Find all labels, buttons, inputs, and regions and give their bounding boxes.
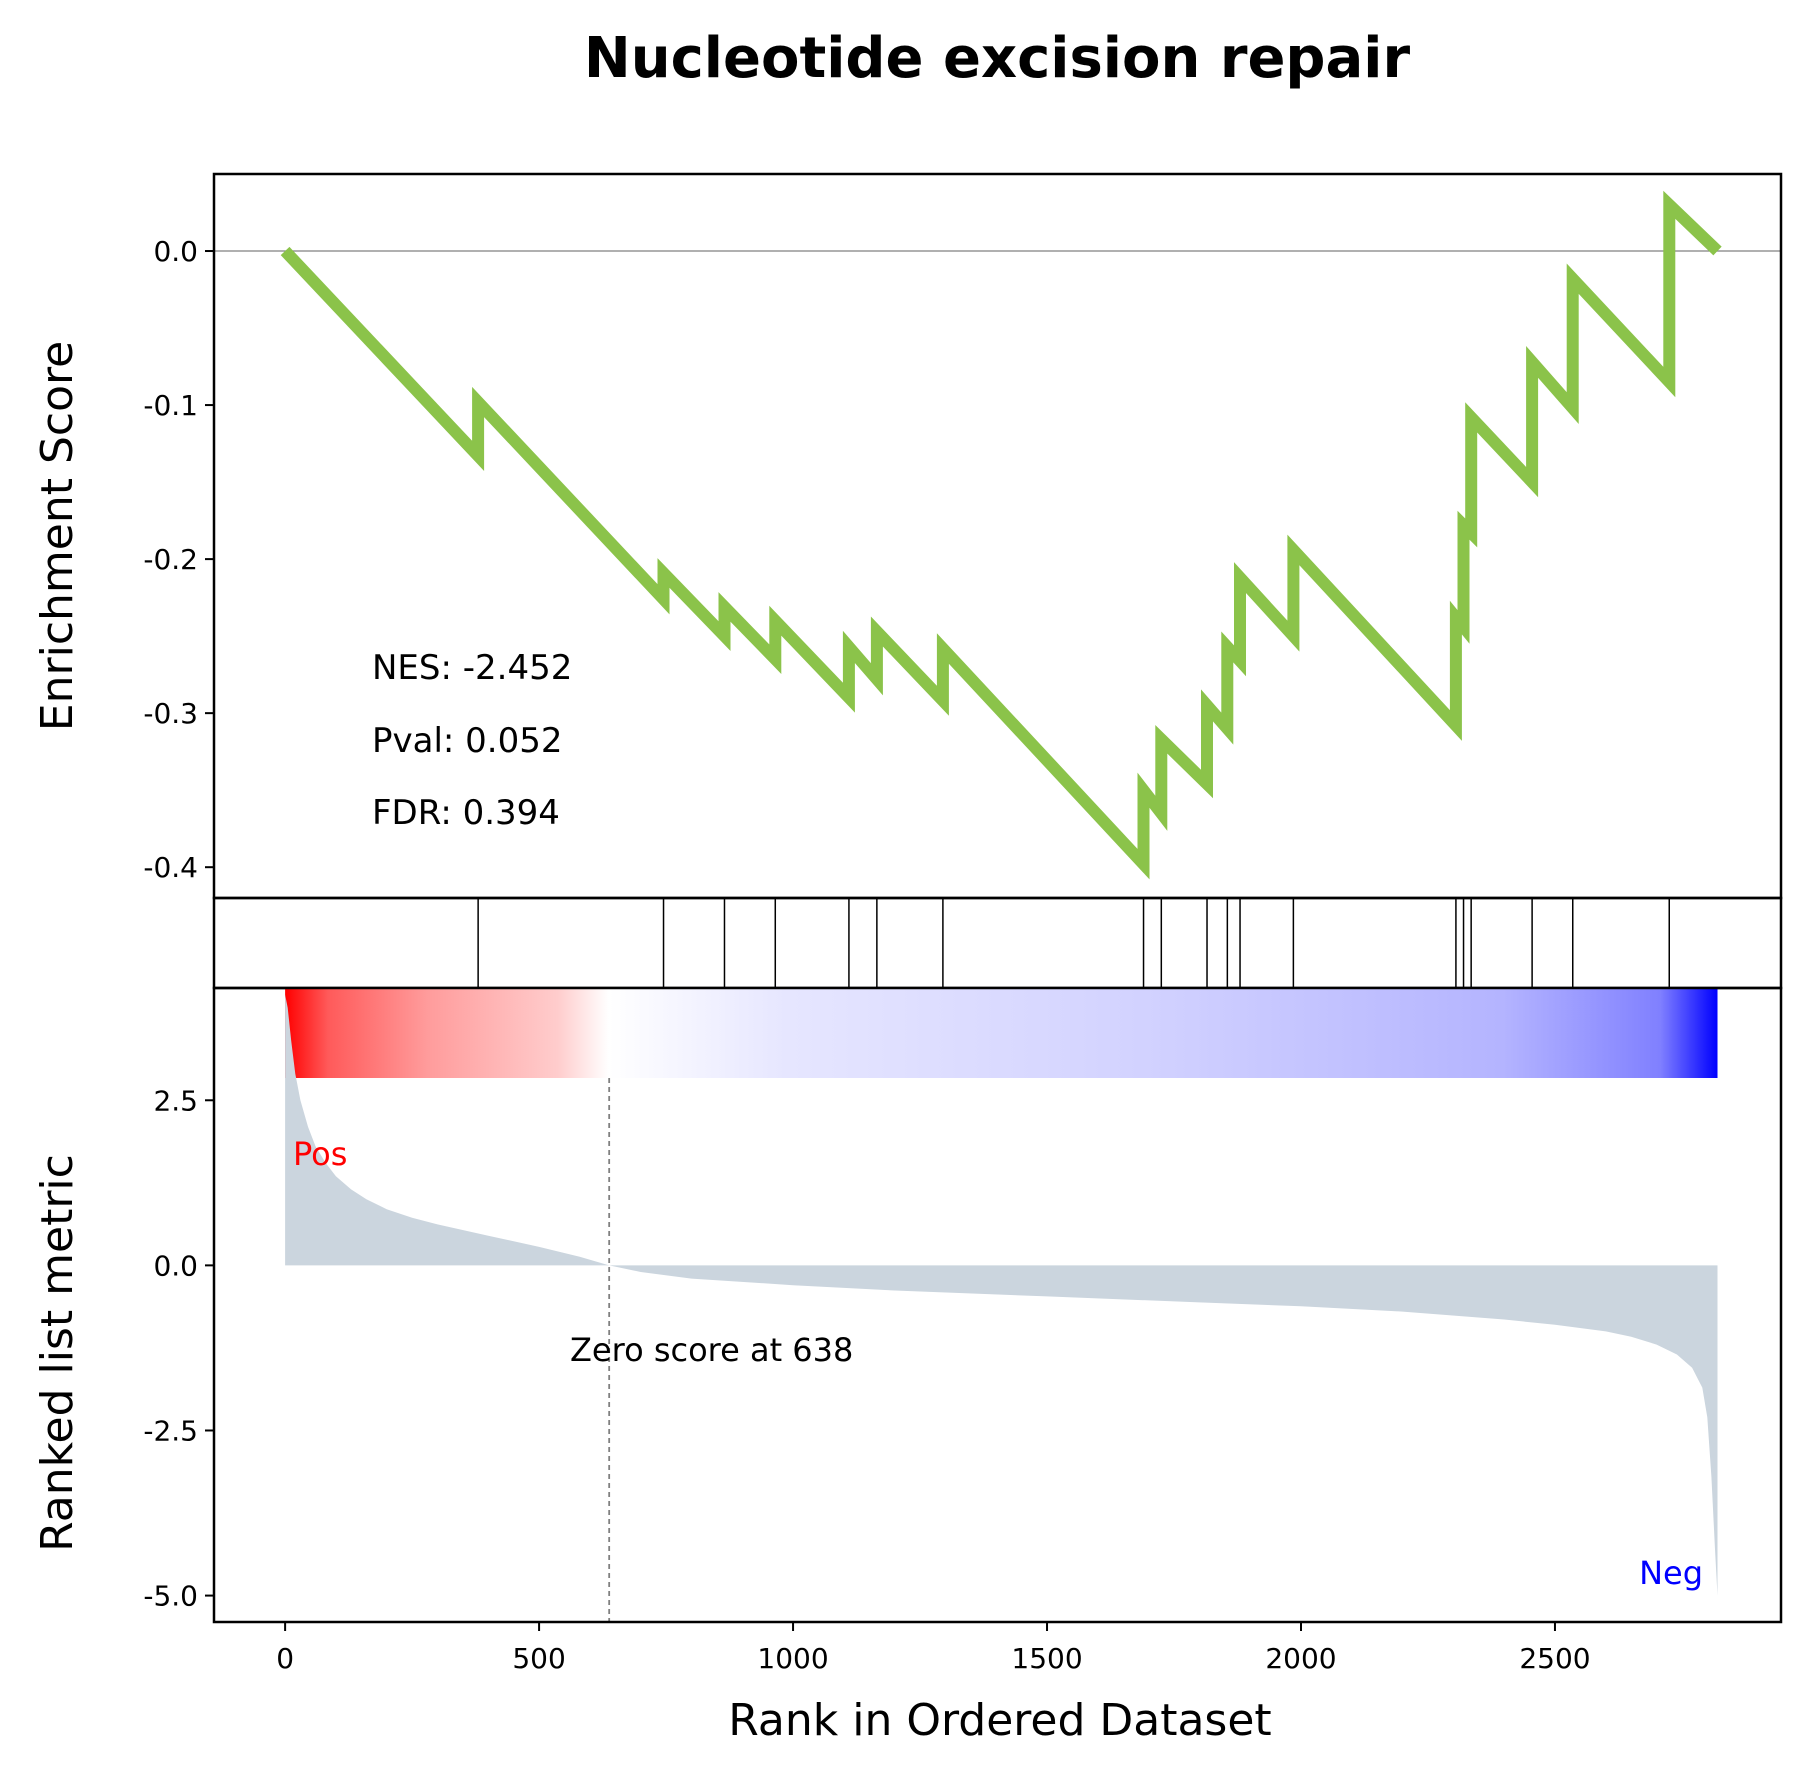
x-tick-label: 500 (512, 1642, 565, 1675)
es-y-axis-title: Enrichment Score (32, 341, 83, 731)
fdr-label: FDR: 0.394 (372, 793, 560, 833)
x-axis-ticks: 0 500 1000 1500 2000 2500 (276, 1622, 1591, 1675)
gene-hits-panel (212, 896, 1783, 990)
es-y-tick-label: -0.3 (143, 697, 198, 730)
ranked-metric-panel: Zero score at 638 Pos Neg 2.5 0.0 -2.5 -5.0 (143, 986, 1783, 1624)
metric-y-axis-title: Ranked list metric (32, 1154, 83, 1552)
es-y-tick-label: -0.4 (143, 851, 198, 884)
metric-y-tick-label: -5.0 (143, 1580, 198, 1613)
pos-label: Pos (293, 1135, 347, 1173)
es-y-tick-label: 0.0 (153, 235, 198, 268)
chart-title: Nucleotide excision repair (584, 26, 1411, 91)
x-tick-label: 1500 (1011, 1642, 1082, 1675)
x-tick-label: 1000 (757, 1642, 828, 1675)
metric-y-tick-label: -2.5 (143, 1414, 198, 1447)
x-tick-label: 0 (276, 1642, 294, 1675)
neg-label: Neg (1639, 1554, 1703, 1592)
es-y-tick-label: -0.2 (143, 543, 198, 576)
x-tick-label: 2000 (1265, 1642, 1336, 1675)
metric-y-tick-label: 2.5 (153, 1084, 198, 1117)
rank-color-bar (285, 988, 1718, 1078)
x-tick-label: 2500 (1519, 1642, 1590, 1675)
hits-panel-frame (212, 896, 1783, 990)
running-enrichment-line (280, 190, 1722, 880)
es-y-tick-label: -0.1 (143, 389, 198, 422)
x-axis-title: Rank in Ordered Dataset (728, 1695, 1271, 1746)
ranked-metric-area (285, 994, 1718, 1596)
enrichment-score-panel: 0.0 -0.1 -0.2 -0.3 -0.4 NES: -2.452 Pval: 0.… (143, 172, 1783, 900)
metric-panel-frame (212, 986, 1783, 1624)
metric-y-ticks: 2.5 0.0 -2.5 -5.0 (143, 1084, 214, 1613)
pval-label: Pval: 0.052 (372, 721, 563, 761)
es-panel-frame (212, 172, 1783, 900)
hit-lines (477, 898, 1671, 988)
es-y-ticks: 0.0 -0.1 -0.2 -0.3 -0.4 (143, 235, 214, 884)
metric-y-tick-label: 0.0 (153, 1249, 198, 1282)
zero-score-label: Zero score at 638 (570, 1331, 853, 1369)
nes-label: NES: -2.452 (372, 648, 572, 688)
